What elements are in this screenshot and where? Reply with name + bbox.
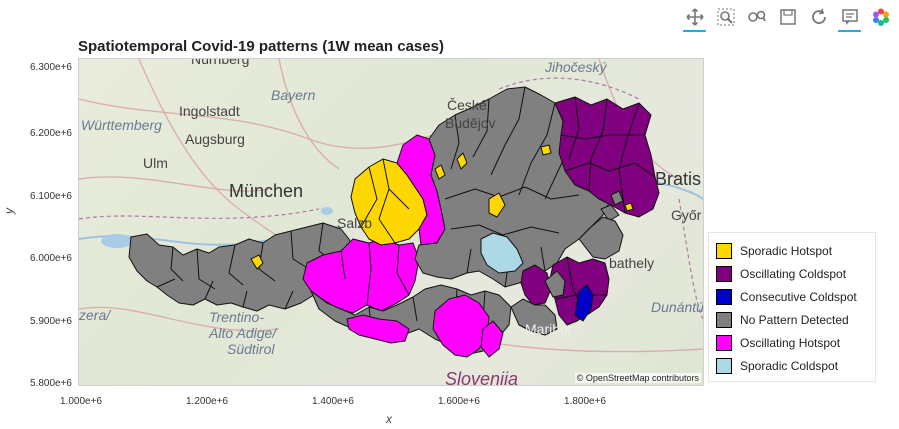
- legend-item[interactable]: Sporadic Hotspot: [709, 239, 875, 262]
- basemap-label: Nürnberg: [191, 58, 250, 67]
- legend-item[interactable]: Consecutive Coldspot: [709, 285, 875, 308]
- pan-tool[interactable]: [682, 5, 707, 32]
- district-region[interactable]: [574, 284, 594, 322]
- basemap-label: bathely: [609, 255, 655, 271]
- x-tick: 1.800e+6: [564, 396, 606, 407]
- district-region[interactable]: [520, 264, 552, 306]
- district-region[interactable]: [456, 152, 468, 170]
- x-tick: 1.400e+6: [312, 396, 354, 407]
- basemap-label: Württemberg: [81, 117, 162, 133]
- bokeh-logo-icon: [872, 8, 889, 26]
- basemap-label: Jihočeský: [545, 59, 607, 75]
- map-attribution[interactable]: © OpenStreetMap contributors: [574, 373, 701, 383]
- reset-tool[interactable]: [806, 5, 831, 29]
- legend-item[interactable]: Sporadic Coldspot: [709, 354, 875, 377]
- district-region[interactable]: [488, 192, 506, 218]
- legend-label: Oscillating Coldspot: [740, 266, 847, 281]
- legend-item[interactable]: No Pattern Detected: [709, 308, 875, 331]
- basemap-label: Győr: [671, 207, 702, 223]
- chart-title: Spatiotemporal Covid-19 patterns (1W mea…: [78, 38, 444, 55]
- y-tick: 6.100e+6: [30, 191, 72, 202]
- basemap-label: Südtirol: [227, 341, 275, 357]
- legend: Sporadic Hotspot Oscillating Coldspot Co…: [708, 232, 876, 382]
- basemap-label: Budějov: [445, 115, 496, 131]
- x-tick: 1.600e+6: [438, 396, 480, 407]
- legend-swatch: [716, 357, 732, 374]
- legend-item[interactable]: Oscillating Coldspot: [709, 262, 875, 285]
- district-region[interactable]: [578, 216, 624, 260]
- y-tick: 6.200e+6: [30, 128, 72, 139]
- district-region[interactable]: [610, 190, 624, 206]
- district-region[interactable]: [480, 232, 524, 274]
- x-tick: 1.200e+6: [186, 396, 228, 407]
- x-tick: 1.000e+6: [60, 396, 102, 407]
- district-region[interactable]: [554, 96, 660, 218]
- district-region[interactable]: [544, 270, 566, 298]
- legend-label: No Pattern Detected: [740, 312, 849, 327]
- district-border: [368, 288, 486, 356]
- district-region[interactable]: [600, 204, 620, 222]
- district-border: [360, 158, 410, 244]
- basemap-label: Augsburg: [185, 131, 245, 147]
- district-region[interactable]: [434, 164, 446, 180]
- legend-swatch: [716, 311, 732, 328]
- legend-swatch: [716, 334, 732, 351]
- hover-icon: [841, 9, 858, 25]
- legend-item[interactable]: Oscillating Hotspot: [709, 331, 875, 354]
- save-icon: [779, 9, 796, 25]
- basemap-label: Trentino-: [209, 309, 264, 325]
- x-axis-label: x: [386, 412, 392, 426]
- reset-icon: [811, 8, 826, 24]
- legend-swatch: [716, 242, 732, 259]
- y-axis-label: y: [2, 208, 16, 214]
- legend-swatch: [716, 288, 732, 305]
- district-region[interactable]: [624, 202, 634, 212]
- basemap-label: Maribor: [525, 321, 573, 337]
- district-border: [444, 86, 580, 288]
- basemap-label: Ulm: [143, 155, 168, 171]
- basemap-label: Bayern: [271, 87, 316, 103]
- district-region[interactable]: [346, 314, 410, 344]
- district-region[interactable]: [250, 254, 264, 270]
- basemap-label: Alto Adige/: [209, 325, 277, 341]
- district-region[interactable]: [540, 144, 552, 156]
- legend-label: Consecutive Coldspot: [740, 289, 857, 304]
- district-border: [560, 96, 656, 214]
- district-region[interactable]: [302, 238, 420, 314]
- legend-label: Oscillating Hotspot: [740, 335, 841, 350]
- basemap-label: Salzb: [337, 215, 373, 231]
- y-tick: 6.300e+6: [30, 62, 72, 73]
- toolbar: [682, 4, 893, 32]
- basemap-label: Ingolstadt: [179, 103, 240, 119]
- y-tick: 6.000e+6: [30, 253, 72, 264]
- map-canvas[interactable]: Nürnberg Bayern Ingolstadt Augsburg Würt…: [78, 58, 704, 386]
- y-tick: 5.800e+6: [30, 378, 72, 389]
- legend-label: Sporadic Coldspot: [740, 358, 839, 373]
- y-tick: 5.900e+6: [30, 316, 72, 327]
- basemap-label: České: [447, 97, 487, 113]
- district-region[interactable]: [480, 320, 504, 358]
- basemap-label: Slovenija: [445, 369, 519, 386]
- district-region[interactable]: [510, 298, 558, 336]
- wheel-zoom-icon: [747, 10, 766, 22]
- bokeh-logo[interactable]: [868, 5, 893, 29]
- legend-swatch: [716, 265, 732, 282]
- box-zoom-tool[interactable]: [713, 5, 738, 29]
- pan-icon: [685, 8, 704, 26]
- basemap-label: München: [229, 181, 304, 201]
- hover-tool[interactable]: [837, 5, 862, 32]
- district-border: [156, 222, 336, 310]
- basemap-label: zera/: [79, 307, 111, 323]
- districts: [128, 86, 660, 358]
- basemap-label: Dunántú: [651, 299, 704, 315]
- wheel-zoom-tool[interactable]: [744, 5, 769, 29]
- box-zoom-icon: [717, 8, 734, 26]
- map-svg: [79, 59, 703, 358]
- save-tool[interactable]: [775, 5, 800, 29]
- basemap-label: Bratis: [655, 169, 702, 189]
- borders: [79, 77, 703, 320]
- district-border: [340, 242, 410, 306]
- legend-label: Sporadic Hotspot: [740, 243, 833, 258]
